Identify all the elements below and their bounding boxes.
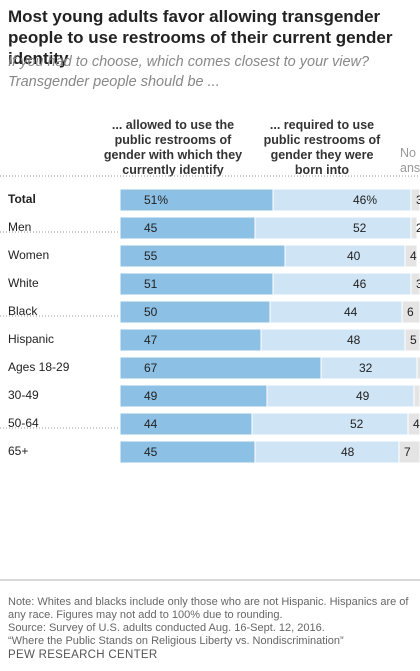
note: Note: Whites and blacks include only tho… bbox=[8, 596, 409, 621]
bar-segment bbox=[404, 328, 420, 352]
bar-segment bbox=[119, 188, 274, 212]
bar-segment bbox=[119, 412, 253, 436]
value-label: 49 bbox=[144, 389, 158, 403]
value-label: 3% bbox=[416, 193, 420, 207]
value-label: 2 bbox=[416, 221, 420, 235]
category-label: Hispanic bbox=[8, 332, 54, 346]
value-label: 6 bbox=[407, 305, 414, 319]
value-label: 67 bbox=[144, 361, 158, 375]
value-label: 44 bbox=[144, 417, 158, 431]
bar-segment bbox=[254, 440, 400, 464]
value-label: 32 bbox=[359, 361, 373, 375]
value-label: 46% bbox=[353, 193, 377, 207]
legend-entry: No answer bbox=[400, 146, 420, 175]
footer: PEW RESEARCH CENTER bbox=[8, 649, 158, 661]
value-label: 52 bbox=[353, 221, 367, 235]
category-label: 30-49 bbox=[8, 388, 39, 402]
category-label: White bbox=[8, 276, 39, 290]
value-label: 45 bbox=[144, 445, 158, 459]
bar-segment bbox=[410, 216, 418, 240]
value-label: 52 bbox=[350, 417, 364, 431]
category-label: 65+ bbox=[8, 444, 28, 458]
value-label: 55 bbox=[144, 249, 158, 263]
value-label: 5 bbox=[410, 333, 417, 347]
bar-segment bbox=[416, 356, 420, 380]
bar-segment bbox=[407, 412, 420, 436]
source: Source: Survey of U.S. adults conducted … bbox=[8, 622, 325, 634]
value-label: 7 bbox=[404, 445, 411, 459]
value-label: 48 bbox=[341, 445, 355, 459]
value-label: 45 bbox=[144, 221, 158, 235]
bar-segment bbox=[119, 216, 256, 240]
value-label: 46 bbox=[353, 277, 367, 291]
value-label: 44 bbox=[344, 305, 358, 319]
value-label: 47 bbox=[144, 333, 158, 347]
value-label: 49 bbox=[356, 389, 370, 403]
bar-segment bbox=[401, 300, 420, 324]
bar-segment bbox=[119, 440, 256, 464]
notes: Note: Whites and blacks include only tho… bbox=[8, 596, 416, 648]
bar-segment bbox=[260, 328, 406, 352]
bar-segment bbox=[269, 300, 403, 324]
value-label: 51% bbox=[144, 193, 168, 207]
bar-segment bbox=[254, 216, 412, 240]
category-label: Total bbox=[8, 192, 36, 206]
bar-segment bbox=[410, 188, 420, 212]
bar-segment bbox=[266, 384, 415, 408]
bar-segment bbox=[413, 384, 420, 408]
bar-segment bbox=[272, 272, 412, 296]
bar-segment bbox=[119, 384, 268, 408]
value-label: 48 bbox=[347, 333, 361, 347]
chart-subtitle: If you had to choose, which comes closes… bbox=[8, 54, 370, 90]
value-label: 3 bbox=[416, 277, 420, 291]
legend-entry: ... required to use public restrooms of … bbox=[263, 118, 381, 177]
value-label: 40 bbox=[347, 249, 361, 263]
bar-segment bbox=[119, 272, 274, 296]
value-label: 50 bbox=[144, 305, 158, 319]
bar-segment bbox=[119, 328, 262, 352]
chart-title: Most young adults favor allowing transge… bbox=[8, 7, 393, 68]
category-label: Black bbox=[8, 304, 38, 318]
legend-entry: ... allowed to use the public restrooms … bbox=[103, 118, 243, 177]
bar-segment bbox=[410, 272, 420, 296]
value-label: 4 bbox=[413, 417, 420, 431]
bar-segment bbox=[119, 300, 271, 324]
category-label: Ages 18-29 bbox=[8, 360, 70, 374]
report: “Where the Public Stands on Religious Li… bbox=[8, 635, 344, 647]
bar-segment bbox=[404, 244, 418, 268]
category-label: Men bbox=[8, 220, 31, 234]
category-label: 50-64 bbox=[8, 416, 39, 430]
bar-segment bbox=[284, 244, 406, 268]
value-label: 4 bbox=[410, 249, 417, 263]
bar-segment bbox=[398, 440, 420, 464]
value-label: 51 bbox=[144, 277, 158, 291]
bar-segment bbox=[272, 188, 412, 212]
category-label: Women bbox=[8, 248, 49, 262]
bar-segment bbox=[251, 412, 409, 436]
